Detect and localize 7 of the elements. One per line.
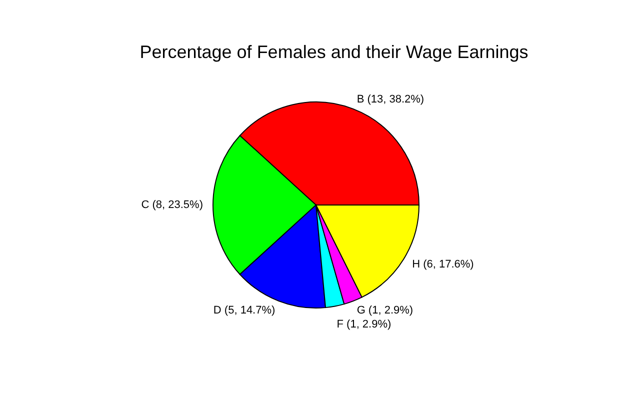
slice-label: D (5, 14.7%) [213,304,276,316]
slice-label: F (1, 2.9%) [336,318,392,330]
chart-title: Percentage of Females and their Wage Earnings [140,42,528,62]
slice-label: G (1, 2.9%) [356,304,414,316]
slice-label: H (6, 17.6%) [412,258,474,270]
slice-label: C (8, 23.5%) [141,199,203,211]
slice-label: B (13, 38.2%) [356,94,424,106]
